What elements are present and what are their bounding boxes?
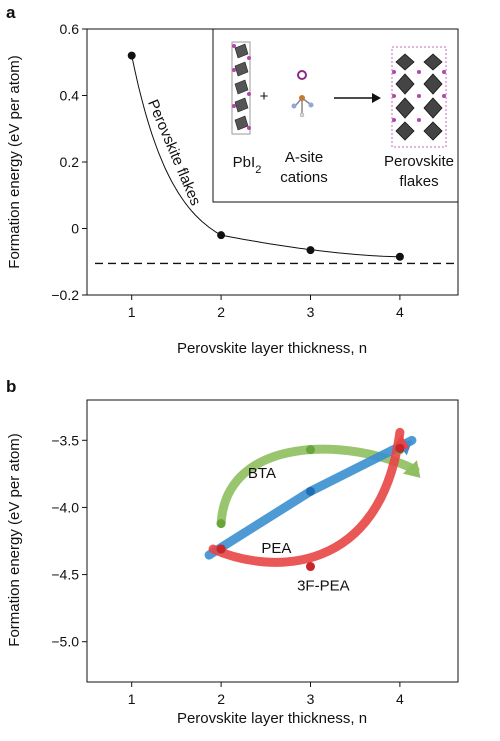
x-tick-label: 1 bbox=[128, 691, 136, 707]
inset-label-pbi2: PbI2 bbox=[233, 154, 262, 176]
series-arrowhead-bta bbox=[402, 460, 421, 478]
y-tick-label: −3.5 bbox=[51, 432, 79, 448]
series-band-bta bbox=[216, 444, 420, 529]
panel-b-ticks: 1 2 3 4 −3.5 −4.0 −4.5 −5.0 bbox=[51, 432, 404, 707]
panel-b-letter: b bbox=[6, 377, 16, 396]
panel-b-marks: BTA PEA 3F-PEA bbox=[204, 427, 421, 595]
pbi2-structure-icon bbox=[231, 41, 251, 135]
inset-label-perovskite-line2: flakes bbox=[399, 173, 438, 190]
data-point bbox=[127, 51, 136, 60]
panel-b-xlabel: Perovskite layer thickness, n bbox=[177, 710, 367, 727]
x-tick-label: 3 bbox=[307, 304, 315, 320]
y-tick-label: −0.2 bbox=[51, 287, 79, 303]
data-point bbox=[216, 519, 226, 529]
panel-a-ylabel: Formation energy (eV per atom) bbox=[6, 55, 23, 268]
x-tick-label: 1 bbox=[128, 304, 136, 320]
panel-b-ylabel: Formation energy (eV per atom) bbox=[6, 433, 23, 646]
x-tick-label: 3 bbox=[307, 691, 315, 707]
panel-a-xlabel: Perovskite layer thickness, n bbox=[177, 340, 367, 357]
x-tick-label: 4 bbox=[396, 304, 404, 320]
y-tick-label: −4.0 bbox=[51, 499, 79, 515]
panel-b-plot: 1 2 3 4 −3.5 −4.0 −4.5 −5.0 BTA PEA 3F-PEA bbox=[51, 399, 459, 707]
cation-molecules-icon bbox=[291, 70, 314, 118]
data-point bbox=[395, 443, 405, 453]
fit-curve bbox=[131, 55, 400, 258]
panel-a-inset: + bbox=[212, 28, 459, 203]
inset-frame bbox=[212, 28, 459, 203]
reaction-arrow-icon bbox=[334, 93, 381, 103]
data-point bbox=[217, 231, 226, 240]
y-tick-label: 0.2 bbox=[60, 154, 80, 170]
series-label: 3F-PEA bbox=[297, 578, 350, 595]
series-band-3f-pea bbox=[208, 427, 405, 567]
data-point bbox=[305, 486, 315, 496]
y-tick-label: 0 bbox=[71, 221, 79, 237]
curve-label: Perovskite flakes bbox=[144, 97, 204, 208]
perovskite-structure-icon bbox=[391, 46, 447, 148]
series-label: BTA bbox=[248, 465, 276, 482]
x-tick-label: 2 bbox=[217, 304, 225, 320]
data-point bbox=[305, 445, 315, 455]
x-tick-label: 2 bbox=[217, 691, 225, 707]
x-tick-label: 4 bbox=[396, 691, 404, 707]
y-tick-label: 0.6 bbox=[60, 21, 80, 37]
inset-label-cations-line2: cations bbox=[280, 169, 328, 186]
plus-sign: + bbox=[260, 88, 269, 105]
y-tick-label: −5.0 bbox=[51, 634, 79, 650]
data-point bbox=[305, 562, 315, 572]
data-point bbox=[306, 246, 315, 255]
inset-label-perovskite-line1: Perovskite bbox=[384, 153, 454, 170]
data-point bbox=[216, 544, 226, 554]
panel-a-letter: a bbox=[6, 3, 16, 22]
y-tick-label: 0.4 bbox=[60, 88, 80, 104]
data-point bbox=[395, 252, 404, 261]
series-label: PEA bbox=[261, 540, 291, 557]
y-tick-label: −4.5 bbox=[51, 567, 79, 583]
inset-label-cations-line1: A-site bbox=[285, 149, 323, 166]
panel-a-ticks: 1 2 3 4 0.6 0.4 0.2 0 −0.2 bbox=[51, 21, 404, 320]
panel-b-frame bbox=[86, 399, 459, 683]
